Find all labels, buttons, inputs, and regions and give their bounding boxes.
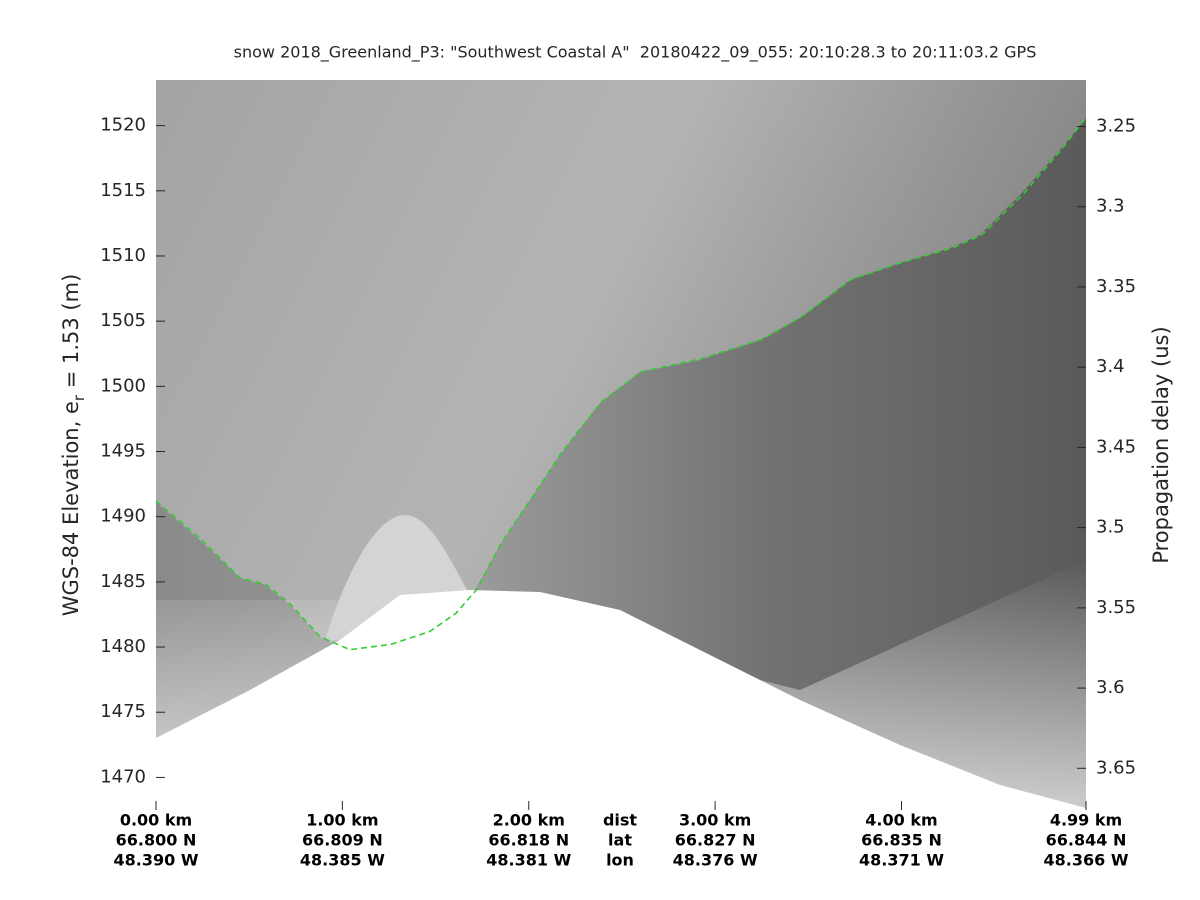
x-tick-lon: 48.366 W — [1044, 851, 1129, 870]
y-tick-label: 1480 — [100, 636, 146, 657]
y-tick-label: 1515 — [100, 180, 146, 201]
y2-tick-label: 3.4 — [1096, 356, 1125, 377]
x-tick-lon: 48.381 W — [486, 851, 571, 870]
subsurface-echo — [156, 118, 1086, 810]
x-tick-lon: 48.385 W — [300, 851, 385, 870]
y2-tick-label: 3.6 — [1096, 677, 1125, 698]
y-tick-label: 1510 — [100, 245, 146, 266]
x-tick-lat: 66.818 N — [488, 831, 569, 850]
row-label: lat — [608, 831, 632, 850]
row-label: dist — [603, 811, 637, 830]
x-tick-lon: 48.371 W — [859, 851, 944, 870]
x-tick-lat: 66.835 N — [861, 831, 942, 850]
row-label: lon — [606, 851, 634, 870]
y-axis-label: WGS-84 Elevation, er = 1.53 (m) — [59, 274, 88, 617]
x-tick-lat: 66.800 N — [116, 831, 197, 850]
bright-hump — [325, 515, 470, 640]
y2-tick-label: 3.5 — [1096, 517, 1125, 538]
x-tick-label: 4.00 km — [865, 811, 937, 830]
x-tick-lat: 66.827 N — [675, 831, 756, 850]
x-tick-lat: 66.809 N — [302, 831, 383, 850]
x-tick-label: 2.00 km — [493, 811, 565, 830]
chart-title: snow 2018_Greenland_P3: "Southwest Coast… — [234, 43, 1037, 63]
no-data-region — [156, 590, 1086, 810]
x-tick-lat: 66.844 N — [1046, 831, 1127, 850]
y-tick-label: 1470 — [100, 766, 146, 787]
x-tick-label: 3.00 km — [679, 811, 751, 830]
y2-tick-label: 3.65 — [1096, 757, 1136, 778]
y-tick-label: 1490 — [100, 506, 146, 527]
y2-axis-label: Propagation delay (us) — [1149, 326, 1173, 563]
x-tick-label: 0.00 km — [120, 811, 192, 830]
y-axis-label-suffix: = 1.53 (m) — [59, 274, 83, 395]
echogram — [156, 80, 1086, 810]
x-tick-label: 1.00 km — [306, 811, 378, 830]
x-tick-lon: 48.390 W — [114, 851, 199, 870]
y-tick-label: 1475 — [100, 701, 146, 722]
y-tick-label: 1495 — [100, 441, 146, 462]
y-tick-label: 1500 — [100, 375, 146, 396]
x-tick-lon: 48.376 W — [673, 851, 758, 870]
y2-tick-label: 3.25 — [1096, 116, 1136, 137]
y-axis-label-text: WGS-84 Elevation, e — [59, 401, 83, 616]
y2-tick-label: 3.35 — [1096, 276, 1136, 297]
x-tick-label: 4.99 km — [1050, 811, 1122, 830]
y2-tick-label: 3.3 — [1096, 196, 1125, 217]
y2-tick-label: 3.55 — [1096, 597, 1136, 618]
y-axis-label-subscript: r — [70, 394, 88, 401]
y2-tick-label: 3.45 — [1096, 436, 1136, 457]
y-tick-label: 1485 — [100, 571, 146, 592]
y-tick-label: 1505 — [100, 310, 146, 331]
y-tick-label: 1520 — [100, 115, 146, 136]
